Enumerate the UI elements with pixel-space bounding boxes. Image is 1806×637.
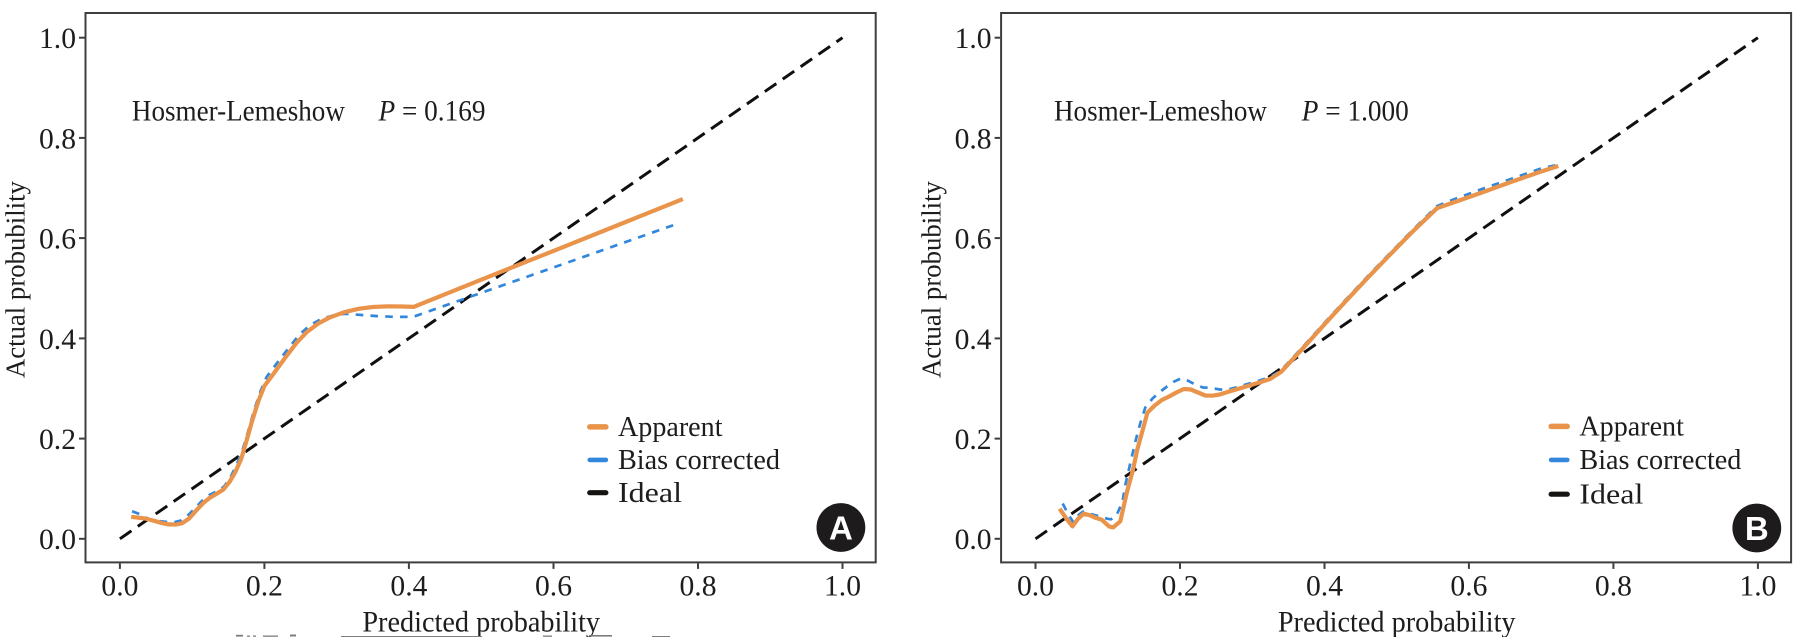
svg-text:Apparent: Apparent xyxy=(1579,412,1684,443)
svg-text:Bias corrected: Bias corrected xyxy=(618,445,780,476)
svg-text:0.0: 0.0 xyxy=(39,523,76,556)
svg-text:0.2: 0.2 xyxy=(39,423,76,456)
svg-text:0.2: 0.2 xyxy=(246,570,283,603)
svg-text:1.0: 1.0 xyxy=(955,22,992,55)
svg-text:0.8: 0.8 xyxy=(1595,570,1632,603)
svg-text:0.0: 0.0 xyxy=(101,570,138,603)
svg-text:0.6: 0.6 xyxy=(1450,570,1487,603)
svg-text:Predicted probability: Predicted probability xyxy=(362,605,600,637)
svg-text:Bias corrected: Bias corrected xyxy=(1579,445,1741,476)
svg-text:Actual probubility: Actual probubility xyxy=(0,181,31,378)
svg-text:0.4: 0.4 xyxy=(39,323,76,356)
svg-text:0.0: 0.0 xyxy=(1017,570,1054,603)
svg-text:P = 0.169: P = 0.169 xyxy=(378,95,486,128)
svg-text:1.0: 1.0 xyxy=(39,22,76,55)
svg-text:0.8: 0.8 xyxy=(680,570,717,603)
svg-text:0.2: 0.2 xyxy=(1162,570,1199,603)
svg-text:Apparent: Apparent xyxy=(618,412,723,443)
svg-text:0.8: 0.8 xyxy=(39,122,76,155)
svg-text:0.4: 0.4 xyxy=(955,323,992,356)
svg-text:B: B xyxy=(1745,510,1769,547)
svg-text:0.2: 0.2 xyxy=(955,423,992,456)
svg-text:1.0: 1.0 xyxy=(824,570,861,603)
svg-text:P = 1.000: P = 1.000 xyxy=(1301,95,1409,128)
svg-text:A: A xyxy=(829,509,853,546)
svg-text:1.0: 1.0 xyxy=(1739,570,1776,603)
svg-text:0.8: 0.8 xyxy=(955,122,992,155)
svg-text:Hosmer-Lemeshow: Hosmer-Lemeshow xyxy=(1054,95,1267,128)
svg-text:0.4: 0.4 xyxy=(1306,570,1343,603)
svg-text:0.6: 0.6 xyxy=(955,223,992,256)
svg-text:Ideal: Ideal xyxy=(618,478,682,509)
svg-text:Hosmer-Lemeshow: Hosmer-Lemeshow xyxy=(132,95,345,128)
svg-text:0.6: 0.6 xyxy=(535,570,572,603)
svg-text:0.4: 0.4 xyxy=(390,570,427,603)
svg-text:Predicted probability: Predicted probability xyxy=(1278,605,1516,637)
svg-text:Actual probubility: Actual probubility xyxy=(916,181,947,378)
svg-text:0.0: 0.0 xyxy=(955,523,992,556)
svg-text:Ideal: Ideal xyxy=(1579,479,1643,510)
svg-text:0.6: 0.6 xyxy=(39,223,76,256)
